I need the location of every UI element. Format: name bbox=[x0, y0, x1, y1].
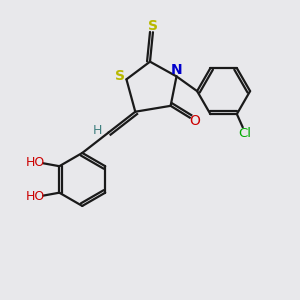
Text: S: S bbox=[115, 69, 125, 83]
Text: H: H bbox=[93, 124, 102, 137]
Text: Cl: Cl bbox=[238, 127, 252, 140]
Text: O: O bbox=[190, 114, 200, 128]
Text: N: N bbox=[171, 63, 182, 77]
Text: S: S bbox=[148, 19, 158, 33]
Text: HO: HO bbox=[26, 156, 45, 169]
Text: HO: HO bbox=[26, 190, 45, 203]
